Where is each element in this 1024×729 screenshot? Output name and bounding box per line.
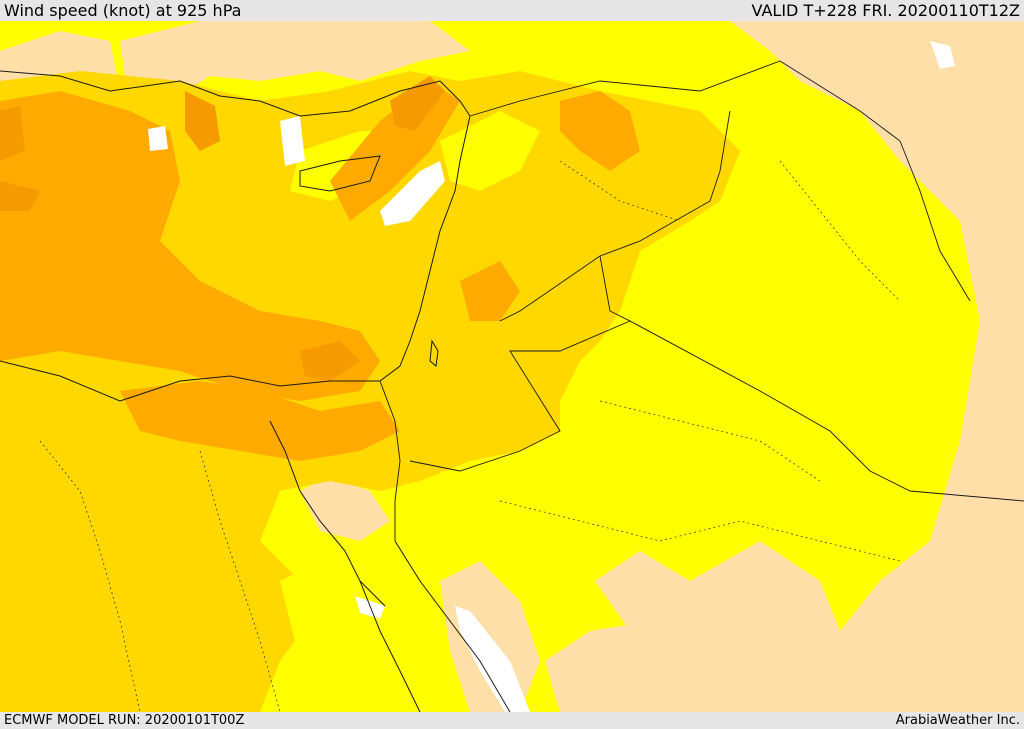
- band-low-south: [595, 551, 690, 631]
- map-title: Wind speed (knot) at 925 hPa: [4, 1, 242, 20]
- band-highest-cyprus: [390, 76, 445, 131]
- band-high-med: [0, 91, 380, 401]
- band-highest-coast: [0, 181, 40, 211]
- band-high-jordan: [460, 261, 520, 321]
- coastline-red-sea-west: [359, 580, 421, 712]
- model-run: ECMWF MODEL RUN: 20200101T00Z: [4, 713, 245, 728]
- band-highest-aegean: [185, 91, 220, 151]
- country-borders: [379, 60, 1024, 541]
- province-saudi-1: [499, 500, 901, 562]
- border-iraq-saudi: [629, 320, 1024, 502]
- coastline-levant: [379, 115, 471, 382]
- footer-bar: ECMWF MODEL RUN: 20200101T00Z ArabiaWeat…: [0, 712, 1024, 729]
- band-high-syria: [560, 91, 640, 171]
- credit: ArabiaWeather Inc.: [895, 713, 1020, 728]
- band-lowest-lebanon: [380, 161, 445, 226]
- coastlines: [0, 70, 511, 712]
- header-bar: Wind speed (knot) at 925 hPa VALID T+228…: [0, 0, 1024, 21]
- band-mid-levant: [440, 111, 540, 191]
- band-high-egypt: [120, 381, 400, 461]
- band-lowest-caspian: [930, 41, 955, 69]
- province-egypt-2: [199, 450, 281, 712]
- province-saudi-2: [599, 400, 821, 482]
- valid-time: VALID T+228 FRI. 20200110T12Z: [751, 1, 1020, 20]
- band-lowest-gulf: [355, 596, 385, 619]
- border-syria-iraq: [499, 110, 731, 322]
- province-egypt-1: [39, 440, 141, 712]
- border-turkey-syria: [469, 60, 781, 117]
- border-jordan-saudi: [409, 255, 632, 472]
- province-iraq-1: [779, 160, 901, 302]
- wind-speed-map: [0, 21, 1024, 712]
- band-mid-high-med: [0, 71, 740, 712]
- border-iran-iraq: [779, 60, 971, 302]
- band-low-east: [545, 21, 1024, 712]
- coastline-egypt-north: [0, 360, 380, 402]
- band-lowest-aegean: [148, 126, 168, 151]
- border-egypt-israel: [379, 380, 401, 541]
- coastline-turkey: [0, 70, 471, 117]
- band-lowest-turkey: [280, 116, 305, 166]
- coastline-dead-sea: [429, 339, 439, 367]
- band-highest-levant: [300, 341, 360, 381]
- province-lines: [39, 160, 901, 712]
- coastline-cyprus: [299, 155, 381, 192]
- band-lowest-red-sea: [455, 606, 530, 712]
- band-low-north: [120, 21, 470, 111]
- band-mid-sinai-south: [280, 561, 380, 712]
- band-highest-west: [0, 106, 25, 161]
- band-high-cyprus-east: [330, 81, 460, 221]
- coastline-red-sea-east: [394, 540, 511, 712]
